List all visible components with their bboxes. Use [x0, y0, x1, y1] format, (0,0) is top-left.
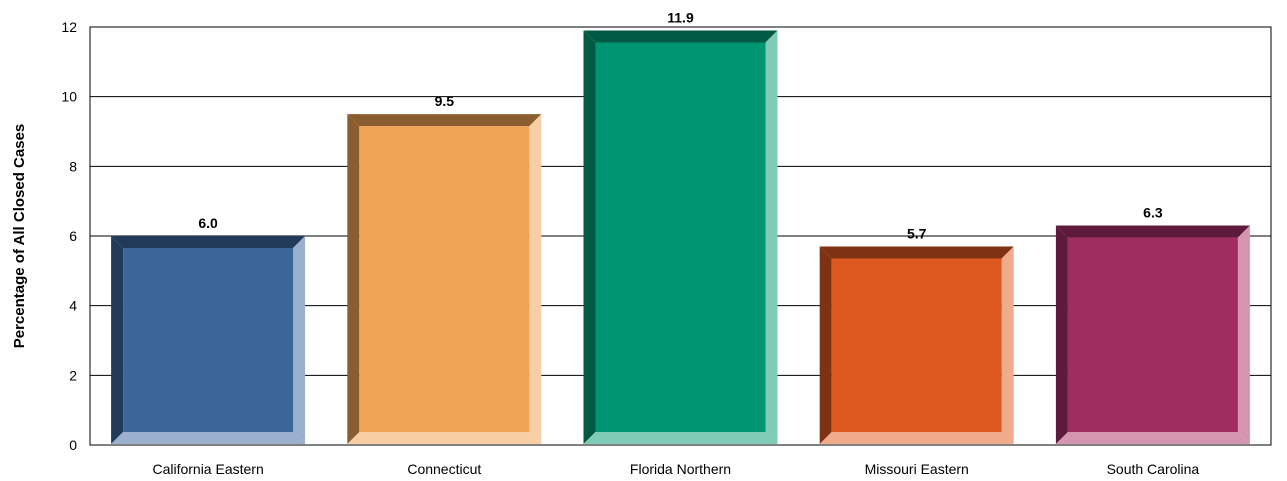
bar-value-label: 11.9 — [667, 9, 694, 25]
bar-bevel-bottom — [819, 432, 1014, 444]
bar-bevel-bottom — [347, 432, 542, 444]
bar-face — [1067, 237, 1238, 432]
bar — [1055, 225, 1250, 444]
x-tick-label: Florida Northern — [630, 461, 731, 477]
bar-bevel-right — [1237, 225, 1250, 444]
bar-value-label: 6.3 — [1143, 205, 1163, 221]
bar-face — [359, 126, 530, 432]
bar-bevel-bottom — [1055, 432, 1250, 444]
bar-bevel-right — [1001, 246, 1014, 444]
y-tick-label: 12 — [61, 19, 77, 35]
bar-bevel-top — [1055, 225, 1250, 238]
bar-face — [123, 248, 294, 432]
y-tick-label: 4 — [69, 298, 77, 314]
y-tick-label: 2 — [69, 367, 77, 383]
bar-value-label: 5.7 — [907, 225, 927, 241]
y-axis-ticks: 0 2 4 6 8 10 12 — [61, 19, 77, 453]
y-tick-label: 0 — [69, 437, 77, 453]
y-tick-label: 8 — [69, 158, 77, 174]
x-tick-label: Connecticut — [407, 461, 481, 477]
bar-bevel-bottom — [583, 432, 778, 444]
bar-value-label: 9.5 — [435, 93, 455, 109]
bar-bevel-left — [1055, 225, 1068, 444]
bar — [111, 236, 306, 444]
bar-bevel-right — [765, 30, 778, 444]
plot-frame — [89, 26, 1272, 446]
x-tick-label: South Carolina — [1107, 461, 1200, 477]
x-tick-label: California Eastern — [152, 461, 263, 477]
bar-bevel-right — [293, 236, 306, 444]
bar-bevel-bottom — [111, 432, 306, 444]
x-tick-label: Missouri Eastern — [865, 461, 969, 477]
bar-bevel-left — [347, 114, 360, 444]
bar-bevel-right — [529, 114, 542, 444]
bar-bevel-top — [819, 246, 1014, 259]
bar-bevel-top — [111, 236, 306, 248]
bar-bevel-left — [111, 236, 124, 444]
y-tick-label: 6 — [69, 228, 77, 244]
bar-face — [831, 258, 1002, 432]
y-tick-label: 10 — [61, 89, 77, 105]
value-labels: 6.0 9.5 11.9 5.7 6.3 — [198, 9, 1162, 241]
bar-bevel-left — [819, 246, 832, 444]
category-labels: California Eastern Connecticut Florida Nor… — [152, 461, 1199, 477]
bar-bevel-top — [347, 114, 542, 127]
bar-bevel-top — [583, 30, 778, 43]
bar — [819, 246, 1014, 444]
bars — [111, 30, 1250, 444]
bar-face — [595, 42, 766, 432]
bar — [347, 114, 542, 444]
y-axis-label: Percentage of All Closed Cases — [11, 124, 28, 349]
bar — [583, 30, 778, 444]
bar-bevel-left — [583, 30, 596, 444]
bar-value-label: 6.0 — [198, 215, 218, 231]
